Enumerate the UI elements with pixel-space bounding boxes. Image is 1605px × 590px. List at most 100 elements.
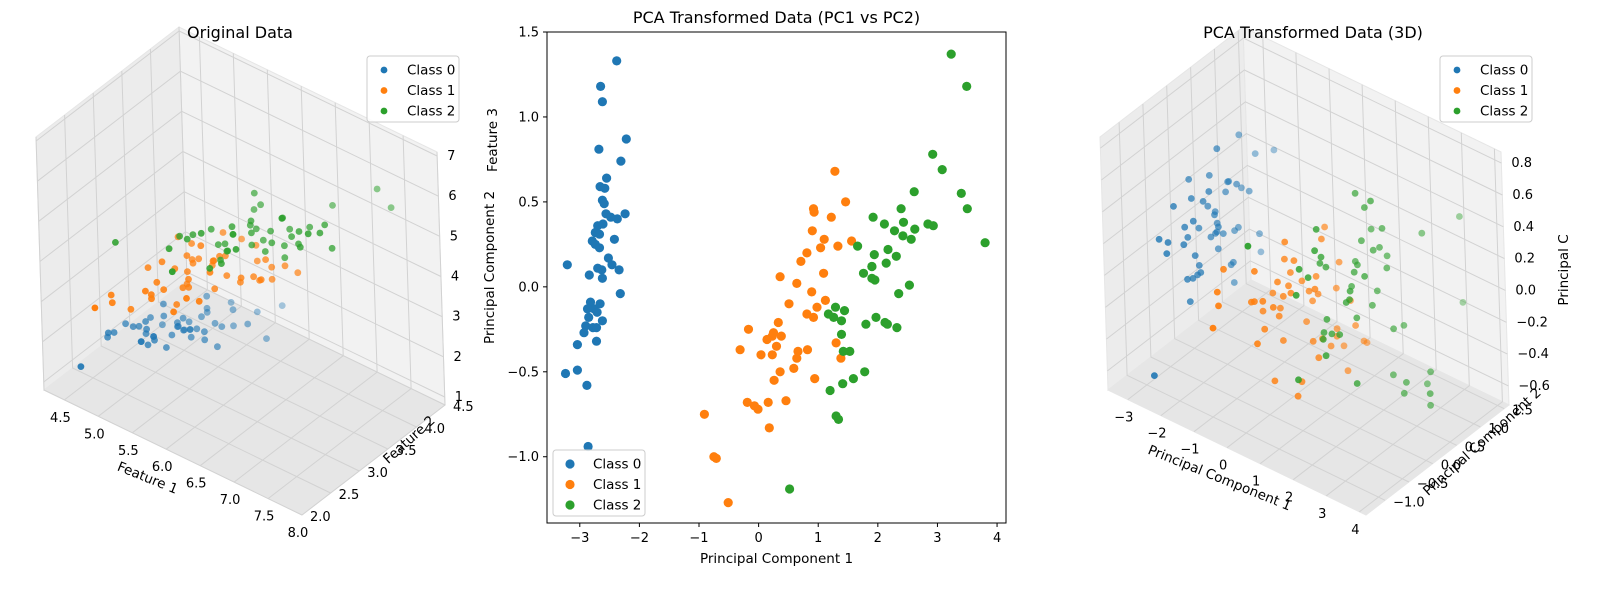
class-2-point: [248, 241, 256, 249]
y-tick-label: 3.5: [396, 444, 417, 459]
class-2-point: [221, 240, 229, 248]
class-2-point: [836, 329, 847, 339]
legend-marker-class-0: [565, 459, 575, 469]
class-1-point: [1271, 377, 1279, 385]
class-0-point: [1230, 258, 1237, 266]
class-2-point: [250, 206, 258, 213]
class-2-point: [229, 231, 237, 238]
class-0-point: [592, 307, 602, 317]
legend-marker-class-0: [380, 66, 388, 74]
class-0-point: [185, 318, 193, 326]
class-2-point: [980, 238, 990, 248]
class-0-point: [110, 329, 118, 336]
class-2-point: [1320, 329, 1328, 336]
class-2-point: [946, 49, 956, 59]
class-2-point: [279, 214, 287, 222]
class-0-point: [77, 363, 85, 370]
y-tick-label: −1.0: [507, 450, 539, 465]
class-0-point: [615, 289, 625, 299]
class-2-point: [1369, 246, 1377, 254]
class-1-point: [153, 278, 161, 286]
class-1-point: [830, 166, 840, 176]
x-tick-label: 7.5: [254, 510, 275, 525]
legend: Class 0 Class 1 Class 2: [1439, 55, 1533, 123]
class-1-point: [1281, 238, 1289, 246]
pca-3d-plot: −3−2−101234−1.0−0.50.00.51.01.5−0.6−0.4−…: [1099, 23, 1572, 538]
floor-pane: [1107, 279, 1510, 516]
class-0-point: [602, 173, 612, 183]
x-tick-label: 4.5: [50, 411, 71, 426]
x-gridline: [1259, 100, 1404, 465]
class-1-point: [268, 263, 276, 271]
class-0-point: [1155, 235, 1163, 243]
legend-label-class-2: Class 2: [593, 498, 641, 514]
class-0-point: [1270, 146, 1278, 154]
class-0-point: [591, 323, 602, 333]
class-2-point: [268, 239, 276, 247]
class-2-point: [261, 248, 269, 255]
class-0-point: [1163, 250, 1171, 257]
class-0-point: [1230, 279, 1238, 286]
legend-marker-class-2: [1453, 107, 1461, 115]
y-tick-label: 0.5: [518, 195, 539, 210]
class-1-point: [1269, 289, 1277, 297]
x-gridline: [1127, 36, 1272, 400]
class-2-point: [1358, 237, 1365, 245]
class-0-point: [591, 336, 602, 346]
class-0-point: [104, 329, 112, 337]
x-gridline: [1226, 84, 1371, 449]
class-2-point: [257, 201, 264, 209]
class-0-point: [163, 344, 170, 351]
class-2-point: [898, 217, 909, 227]
class-1-point: [773, 317, 783, 328]
class-2-point: [252, 225, 260, 233]
class-0-point: [614, 265, 624, 275]
class-0-point: [1181, 223, 1189, 231]
class-1-point: [1220, 265, 1227, 273]
class-1-point: [219, 229, 227, 236]
class-0-point: [584, 312, 594, 322]
class-0-point: [186, 326, 194, 333]
class-1-point: [802, 345, 813, 355]
class-1-point: [769, 375, 779, 385]
class-0-point: [122, 320, 129, 328]
x-tick-label: −1: [689, 531, 708, 546]
class-2-point: [860, 367, 870, 377]
legend-marker-class-2: [380, 107, 388, 115]
class-0-point: [211, 319, 219, 327]
class-0-point: [227, 299, 235, 306]
class-2-point: [825, 385, 835, 396]
class-1-point: [1215, 302, 1222, 310]
class-1-point: [294, 269, 302, 277]
class-1-point: [107, 291, 115, 299]
class-0-point: [143, 325, 151, 333]
class-1-point: [1259, 307, 1267, 315]
legend-label-class-1: Class 1: [407, 83, 455, 99]
class-1-point: [1279, 292, 1287, 300]
chart-title: PCA Transformed Data (3D): [1203, 23, 1423, 42]
class-1-point: [1321, 223, 1328, 231]
x-tick-label: 3: [933, 531, 941, 546]
class-0-point: [594, 144, 604, 154]
class-2-point: [879, 219, 890, 229]
z-tick-label: 7: [447, 149, 455, 164]
class-1-point: [1332, 284, 1340, 292]
class-0-point: [1186, 298, 1194, 305]
class-0-point: [1256, 230, 1263, 238]
class-1-point: [1312, 273, 1320, 280]
class-2-point: [267, 227, 274, 235]
z-gridline: [1105, 196, 1507, 323]
class-0-point: [142, 318, 150, 325]
y-gridline: [1190, 67, 1457, 446]
class-0-point: [218, 323, 226, 330]
class-1-point: [281, 262, 289, 270]
class-2-point: [1367, 225, 1375, 233]
y-gridline: [1142, 103, 1410, 483]
class-1-point: [1280, 337, 1287, 344]
original-data-3d-plot: 4.5 5.0 5.5 6.0 6.5 7.0 7.5 8.02.0 2.5 3.0 3.5 4.0 4…: [35, 23, 501, 541]
class-0-point: [1170, 203, 1177, 210]
z-gridline: [39, 150, 442, 277]
class-0-point: [201, 336, 209, 344]
class-1-point: [807, 226, 817, 236]
class-1-point: [1251, 298, 1258, 305]
